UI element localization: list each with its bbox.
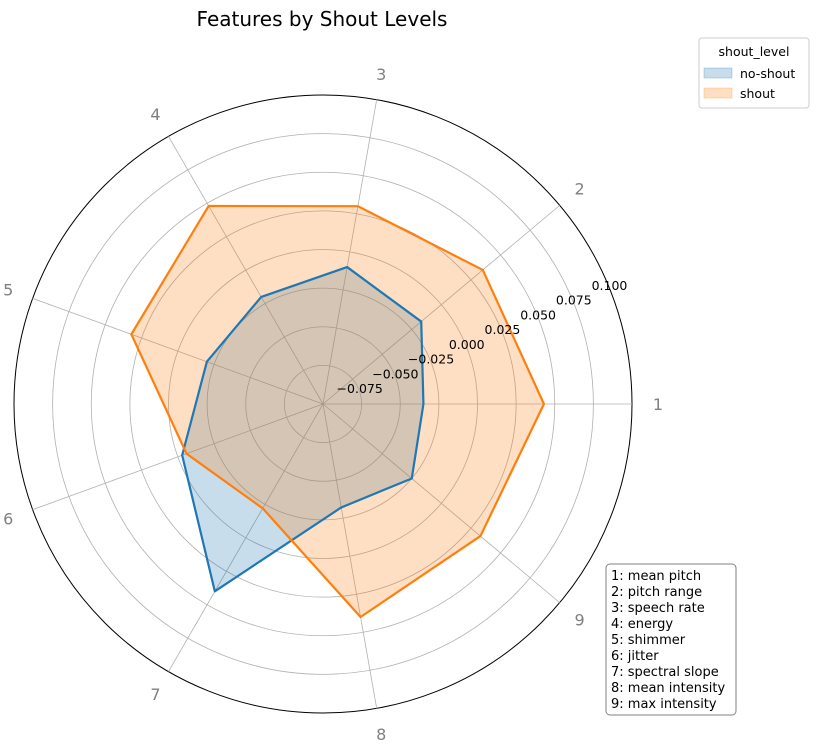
axis-label-6: 6 xyxy=(3,510,13,529)
spoke-5 xyxy=(32,297,324,405)
r-tick-label-4: 0.025 xyxy=(485,322,521,337)
axis-label-4: 4 xyxy=(150,105,160,124)
axis-label-5: 5 xyxy=(3,280,13,299)
spoke-3 xyxy=(322,99,378,405)
r-tick-label-3: 0.000 xyxy=(449,337,485,352)
r-tick-label-5: 0.050 xyxy=(520,307,556,322)
legend-title: shout_level xyxy=(719,44,790,59)
axis-labels: 123456789−0.075−0.050−0.0250.0000.0250.0… xyxy=(3,65,663,744)
series-fill-no-shout xyxy=(182,267,424,592)
r-tick-label-2: −0.025 xyxy=(408,352,454,367)
feature-legend-line-3: 3: speech rate xyxy=(611,601,705,616)
legend-frame xyxy=(698,37,810,109)
r-tick-label-1: −0.050 xyxy=(372,366,418,381)
series-line-shout xyxy=(130,204,546,619)
chart-title: Features by Shout Levels xyxy=(197,7,448,31)
legend-swatch-shout xyxy=(703,87,733,99)
spoke-8 xyxy=(322,403,378,709)
series-line-no-shout xyxy=(181,265,425,593)
r-tick-label-6: 0.075 xyxy=(556,293,592,308)
axis-label-9: 9 xyxy=(575,610,585,629)
r-tick-label-0: −0.075 xyxy=(337,381,383,396)
spoke-4 xyxy=(168,136,324,405)
series-layer xyxy=(130,204,546,619)
spoke-6 xyxy=(32,403,324,511)
axis-label-1: 1 xyxy=(653,395,663,414)
feature-legend-line-6: 6: jitter xyxy=(611,649,659,664)
legend-entry-no-shout: no-shout xyxy=(740,66,795,81)
feature-legend-line-5: 5: shimmer xyxy=(611,633,686,648)
feature-legend-line-9: 9: max intensity xyxy=(611,697,717,712)
axis-label-2: 2 xyxy=(575,180,585,199)
legend-swatch-no-shout xyxy=(703,67,733,79)
axis-label-3: 3 xyxy=(376,65,386,84)
feature-legend-line-7: 7: spectral slope xyxy=(611,665,719,680)
r-tick-label-7: 0.100 xyxy=(592,278,628,293)
axis-label-8: 8 xyxy=(376,725,386,744)
feature-legend-line-2: 2: pitch range xyxy=(611,585,702,600)
spoke-9 xyxy=(322,403,560,603)
legend-entry-shout: shout xyxy=(740,86,775,101)
feature-legend-line-8: 8: mean intensity xyxy=(611,681,725,696)
spoke-2 xyxy=(322,205,560,405)
feature-legend-frame xyxy=(605,563,737,716)
feature-legend-line-1: 1: mean pitch xyxy=(611,569,701,584)
feature-legend-line-4: 4: energy xyxy=(611,617,673,632)
axis-label-7: 7 xyxy=(150,685,160,704)
spoke-7 xyxy=(168,403,324,672)
series-fill-shout xyxy=(131,205,544,618)
legend: shout_level no-shout shout xyxy=(698,37,810,109)
polar-grid xyxy=(13,94,633,714)
